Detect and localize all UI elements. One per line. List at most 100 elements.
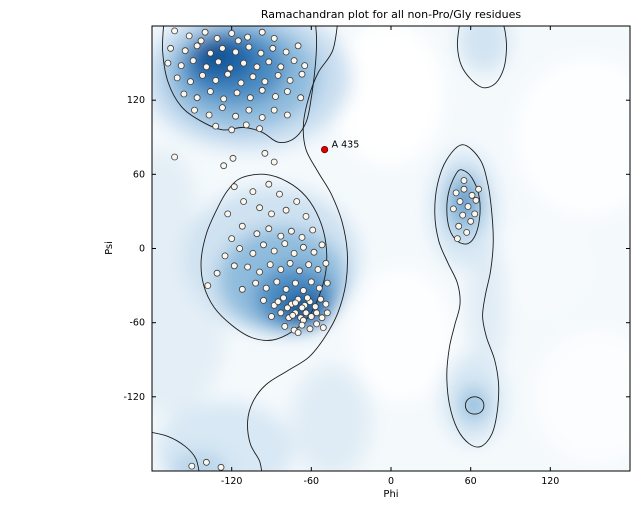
residue-point <box>266 181 272 187</box>
residue-point <box>200 72 206 78</box>
density-blob <box>468 397 481 414</box>
residue-point <box>320 325 326 331</box>
residue-point <box>284 305 290 311</box>
residue-point <box>172 154 178 160</box>
residue-point <box>314 310 320 316</box>
residue-point <box>218 464 224 470</box>
residue-point <box>295 43 301 49</box>
residue-point <box>192 107 198 113</box>
residue-point <box>314 321 320 327</box>
residue-point <box>262 150 268 156</box>
residue-point <box>274 279 280 285</box>
residue-point <box>261 297 267 303</box>
residue-point <box>257 269 263 275</box>
residue-point <box>241 60 247 66</box>
residue-point <box>229 127 235 133</box>
residue-point <box>270 45 276 51</box>
residue-point <box>229 30 235 36</box>
residue-point <box>472 211 478 217</box>
residue-point <box>324 310 330 316</box>
residue-point <box>299 322 305 328</box>
residue-point <box>292 280 298 286</box>
residue-point <box>311 249 317 255</box>
residue-point <box>247 95 253 101</box>
residue-point <box>271 159 277 165</box>
highlight-label: A 435 <box>332 140 360 151</box>
density-blob <box>292 366 372 477</box>
residue-point <box>178 63 184 69</box>
residue-point <box>213 77 219 83</box>
residue-point <box>246 107 252 113</box>
residue-point <box>456 223 462 229</box>
residue-point <box>469 192 475 198</box>
residue-point <box>287 77 293 83</box>
residue-point <box>231 263 237 269</box>
residue-point <box>298 95 304 101</box>
residue-point <box>460 212 466 218</box>
residue-point <box>269 211 275 217</box>
residue-point <box>299 234 305 240</box>
residue-point <box>468 218 474 224</box>
residue-point <box>229 236 235 242</box>
x-tick-label: -60 <box>304 476 320 487</box>
residue-point <box>198 38 204 44</box>
residue-point <box>288 228 294 234</box>
residue-point <box>271 248 277 254</box>
residue-point <box>219 105 225 111</box>
residue-point <box>267 262 273 268</box>
residue-point <box>202 29 208 35</box>
density-blob <box>351 267 452 403</box>
residue-point <box>457 199 463 205</box>
residue-point <box>250 189 256 195</box>
residue-point <box>296 268 302 274</box>
x-tick-label: 0 <box>388 476 394 487</box>
residue-point <box>275 72 281 78</box>
residue-point <box>323 301 329 307</box>
residue-point <box>473 197 479 203</box>
residue-point <box>203 64 209 70</box>
residue-point <box>312 304 318 310</box>
residue-point <box>271 107 277 113</box>
highlight-point <box>321 146 327 152</box>
residue-point <box>269 314 275 320</box>
residue-point <box>214 35 220 41</box>
residue-point <box>266 59 272 65</box>
residue-point <box>315 267 321 273</box>
residue-point <box>300 288 306 294</box>
residue-point <box>275 299 281 305</box>
residue-point <box>245 34 251 40</box>
residue-point <box>476 186 482 192</box>
residue-point <box>194 95 200 101</box>
y-axis-label: Psi <box>104 241 115 255</box>
residue-point <box>243 122 249 128</box>
residue-point <box>283 49 289 55</box>
residue-point <box>219 45 225 51</box>
residue-point <box>241 199 247 205</box>
residue-point <box>465 204 471 210</box>
chart-title: Ramachandran plot for all non-Pro/Gly re… <box>261 8 522 21</box>
residue-point <box>239 223 245 229</box>
residue-point <box>222 253 228 259</box>
residue-point <box>266 226 272 232</box>
residue-point <box>307 326 313 332</box>
residue-point <box>259 87 265 93</box>
residue-point <box>287 260 293 266</box>
residue-point <box>206 112 212 118</box>
residue-point <box>278 267 284 273</box>
residue-point <box>181 91 187 97</box>
residue-point <box>231 184 237 190</box>
residue-point <box>259 115 265 121</box>
residue-point <box>165 60 171 66</box>
residue-point <box>250 74 256 80</box>
residue-point <box>318 296 324 302</box>
residue-point <box>238 80 244 86</box>
residue-point <box>172 28 178 34</box>
residue-point <box>278 64 284 70</box>
residue-point <box>271 35 277 41</box>
residue-point <box>239 286 245 292</box>
y-tick-label: -120 <box>123 392 145 403</box>
residue-point <box>214 270 220 276</box>
residue-point <box>292 300 298 306</box>
